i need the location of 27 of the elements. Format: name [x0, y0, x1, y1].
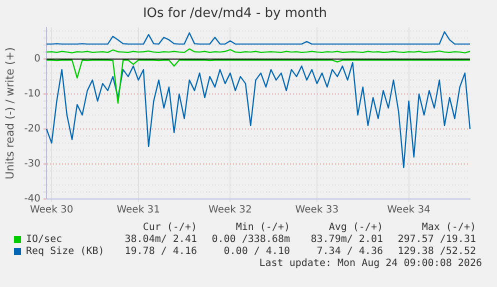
- x-tick-label: Week 30: [30, 204, 74, 216]
- y-tick-label: 0: [34, 54, 41, 65]
- x-tick-label: Week 34: [387, 204, 430, 216]
- text: Cur (-/+): [142, 222, 197, 233]
- text: Min (-/+): [236, 222, 290, 233]
- text: Max (-/+): [422, 222, 476, 233]
- y-tick-label: -10: [24, 88, 41, 100]
- text: 7.34 / 4.36: [316, 246, 383, 257]
- text: 38.04m/ 2.41: [124, 234, 197, 245]
- y-tick-label: -30: [24, 158, 41, 170]
- legend-label: Req Size (KB): [26, 246, 104, 257]
- text: 0.00 / 4.10: [224, 246, 290, 257]
- text: 129.38 /52.52: [398, 246, 476, 257]
- legend-label: IO/sec: [26, 234, 62, 245]
- text: 0.00 /338.68m: [212, 234, 290, 245]
- x-tick-label: Week 33: [295, 204, 339, 216]
- x-tick-label: Week 32: [208, 204, 252, 216]
- chart-title: IOs for /dev/md4 - by month: [142, 6, 328, 22]
- y-tick-label: -40: [24, 194, 41, 205]
- text: Last update: Mon Aug 24 09:00:08 2026: [259, 258, 482, 269]
- text: Avg (-/+): [328, 222, 383, 233]
- y-tick-label: -20: [24, 124, 41, 135]
- text: 19.78 / 4.16: [124, 246, 197, 257]
- x-tick-label: Week 31: [116, 204, 160, 216]
- text: 83.79m/ 2.01: [310, 234, 383, 245]
- text: 297.57 /19.31: [398, 234, 476, 245]
- y-axis-title: Units read (-) / write (+): [3, 47, 16, 180]
